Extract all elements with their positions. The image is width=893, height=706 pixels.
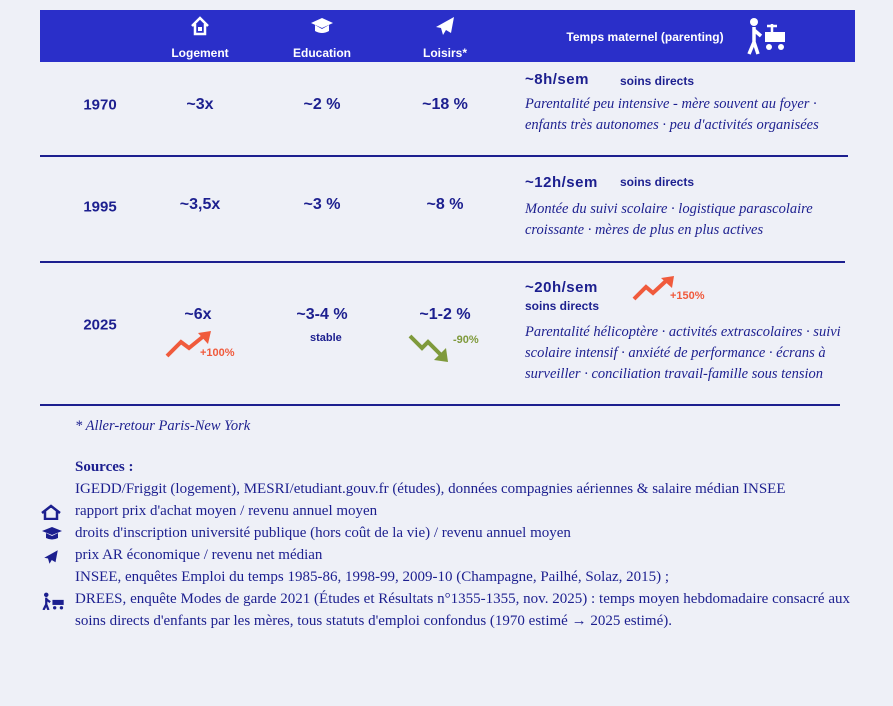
header-bar: Logement Education Loisirs* Temps matern… [40, 10, 855, 62]
education-value: ~3 % [303, 196, 341, 213]
leisure-value: ~1-2 % [419, 306, 471, 323]
plane-icon [436, 17, 454, 35]
description: Parentalité peu intensive - mère souvent… [525, 94, 819, 136]
education-value: ~2 % [303, 96, 341, 113]
up-arrow [632, 276, 674, 301]
description: Montée du suivi scolaire · logistique pa… [525, 199, 813, 241]
time-note: soins directs [620, 74, 695, 88]
housing-value: ~6x [184, 306, 212, 323]
time-note: soins directs [525, 299, 600, 313]
footnote: * Aller-retour Paris-New York [75, 418, 251, 434]
plane-icon [44, 550, 58, 564]
description: Parentalité hélicoptère · activités extr… [525, 322, 841, 385]
housing-value: ~3x [186, 96, 214, 113]
source-item: rapport prix d'achat moyen / revenu annu… [41, 500, 850, 522]
graduation-icon [42, 527, 62, 540]
sources-title: Sources : [75, 459, 134, 475]
time-value: ~8h/sem [525, 71, 589, 88]
column-header: Education [292, 46, 352, 60]
description-line: scolaire intensif · anxiété de performan… [525, 345, 826, 361]
housing-value: ~3,5x [179, 196, 221, 213]
house-icon [41, 504, 61, 520]
description-line: Montée du suivi scolaire · logistique pa… [525, 201, 813, 217]
source-text: DREES, enquête Modes de garde 2021 (Étud… [75, 591, 850, 629]
separator [40, 261, 845, 263]
up-arrow [165, 331, 211, 358]
time-note: soins directs [620, 175, 695, 189]
leisure-value: ~8 % [426, 196, 464, 213]
column-header: Loisirs* [422, 46, 468, 60]
source-text: droits d'inscription université publique… [75, 525, 571, 541]
time-value: ~20h/sem [525, 279, 598, 296]
source-item: prix AR économique / revenu net médian [44, 544, 850, 566]
year: 1970 [83, 96, 117, 114]
source-item: INSEE, enquêtes Emploi du temps 1985-86,… [75, 566, 850, 588]
time-value: ~12h/sem [525, 174, 598, 191]
house-icon [191, 16, 209, 36]
change-label: +100% [200, 347, 235, 359]
sources: Sources : IGEDD/Friggit (logement), MESR… [41, 456, 850, 632]
separator [40, 155, 848, 157]
education-value: ~3-4 % [296, 306, 348, 323]
change-label: +150% [670, 290, 705, 302]
education-note: stable [310, 332, 342, 344]
parent-icon [42, 592, 64, 610]
leisure-value: ~18 % [422, 96, 468, 113]
column-header: Logement [171, 46, 229, 60]
source-text: rapport prix d'achat moyen / revenu annu… [75, 503, 378, 519]
source-item: droits d'inscription université publique… [42, 522, 850, 544]
description-line: enfants très autonomes · peu d'activités… [525, 117, 819, 133]
year: 2025 [83, 316, 117, 334]
description-line: Parentalité peu intensive - mère souvent… [525, 96, 817, 112]
source-text: prix AR économique / revenu net médian [75, 547, 323, 563]
graduation-icon [311, 18, 333, 33]
down-arrow [408, 334, 448, 362]
separator [40, 404, 840, 406]
source-item: DREES, enquête Modes de garde 2021 (Étud… [42, 588, 850, 632]
description-line: croissante · mères de plus en plus activ… [525, 222, 764, 238]
parent-icon [747, 18, 785, 55]
source-text: INSEE, enquêtes Emploi du temps 1985-86,… [75, 569, 670, 585]
change-label: -90% [453, 334, 479, 346]
sources-intro: IGEDD/Friggit (logement), MESRI/etudiant… [75, 481, 786, 497]
description-line: surveiller · conciliation travail-famill… [525, 366, 824, 382]
description-line: Parentalité hélicoptère · activités extr… [525, 324, 841, 340]
column-header: Temps maternel (parenting) [566, 30, 724, 44]
year: 1995 [83, 198, 117, 216]
